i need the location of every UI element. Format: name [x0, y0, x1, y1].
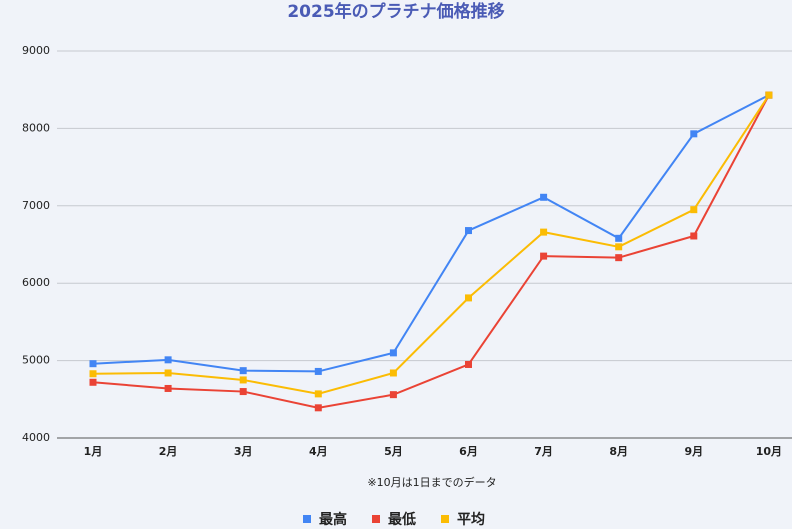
point [314, 404, 322, 412]
point [314, 367, 322, 375]
point [690, 130, 698, 138]
point [540, 252, 548, 260]
y-tick-label: 7000 [22, 199, 50, 212]
point [389, 349, 397, 357]
point [239, 388, 247, 396]
x-tick-label: 2月 [159, 445, 178, 458]
point [540, 193, 548, 201]
legend-marker [303, 515, 311, 523]
point [690, 206, 698, 214]
series-line [92, 94, 770, 409]
x-tick-label: 6月 [459, 445, 478, 458]
y-tick-label: 9000 [22, 44, 50, 57]
x-tick-label: 9月 [684, 445, 703, 458]
y-tick-label: 8000 [22, 121, 50, 134]
point [164, 356, 172, 364]
series-line [92, 94, 770, 373]
point [615, 234, 623, 242]
legend-marker [441, 515, 449, 523]
x-tick-label: 3月 [234, 445, 253, 458]
legend-label: 最低 [388, 511, 416, 528]
point [389, 391, 397, 399]
point [540, 228, 548, 236]
x-tick-label: 8月 [609, 445, 628, 458]
point [164, 384, 172, 392]
legend-label: 平均 [457, 511, 485, 528]
y-tick-label: 6000 [22, 276, 50, 289]
point [389, 369, 397, 377]
x-tick-label: 7月 [534, 445, 553, 458]
x-tick-label: 4月 [309, 445, 328, 458]
legend-label: 最高 [319, 511, 347, 528]
point [89, 360, 97, 368]
note: ※10月は1日までのデータ [367, 475, 496, 489]
x-tick-label: 5月 [384, 445, 403, 458]
point [615, 254, 623, 262]
point [465, 227, 472, 235]
series-line [92, 94, 770, 395]
point [89, 370, 97, 378]
point [765, 91, 773, 99]
point [465, 360, 472, 368]
point [465, 294, 472, 302]
point [164, 369, 172, 377]
chart-title: 2025年のプラチナ価格推移 [287, 1, 504, 22]
point [89, 378, 97, 386]
point [314, 390, 322, 398]
point [690, 232, 698, 240]
legend-marker [372, 515, 380, 523]
point [239, 367, 247, 375]
x-tick-label: 10月 [756, 445, 782, 458]
y-tick-label: 5000 [22, 354, 50, 367]
point [239, 376, 247, 384]
x-tick-label: 1月 [84, 445, 103, 458]
point [615, 243, 623, 251]
y-tick-label: 4000 [22, 431, 50, 444]
